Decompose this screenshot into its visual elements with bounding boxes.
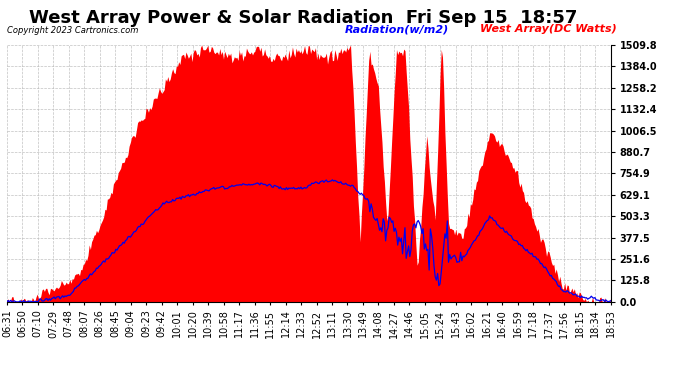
Text: West Array(DC Watts): West Array(DC Watts) xyxy=(480,24,616,34)
Text: West Array Power & Solar Radiation  Fri Sep 15  18:57: West Array Power & Solar Radiation Fri S… xyxy=(30,9,578,27)
Text: Radiation(w/m2): Radiation(w/m2) xyxy=(345,24,449,34)
Text: Copyright 2023 Cartronics.com: Copyright 2023 Cartronics.com xyxy=(7,26,138,35)
